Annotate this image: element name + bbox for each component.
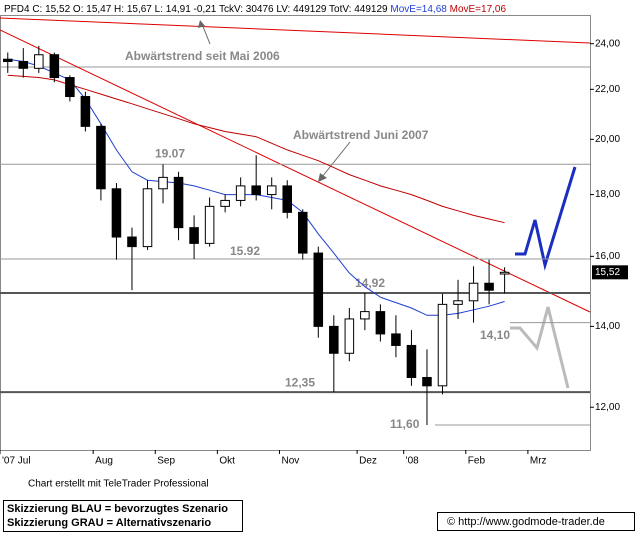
candle-body [65,77,75,98]
y-tick-label: 16,00 [595,251,620,262]
candle-body [34,54,44,69]
x-tick-label: Okt [219,456,235,467]
legend-entry: MovE=14,68 [390,4,447,15]
source-box [437,512,635,531]
candle-body [468,282,479,302]
scenario-gray [510,306,570,389]
price-tag-label: 15,52 [595,267,620,278]
level-label: 11,60 [390,417,420,431]
trend-label: Abwärtstrend seit Mai 2006 [125,49,280,63]
arrow-head [198,20,205,28]
candle-body [313,252,324,327]
header-text: PFD4 C: 15,52 O: 15,47 H: 15,67 L: 14,91… [4,4,388,15]
x-tick-label: Sep [157,456,175,467]
y-tick-label: 14,00 [595,321,620,332]
y-tick-label: 12,00 [595,402,620,413]
trend-line [0,29,591,313]
level-label: 19.07 [155,146,185,160]
scenario-blue [515,166,577,271]
note: Skizzierung GRAU = Alternativszenario [7,517,211,529]
level-label: 15.92 [230,244,260,258]
y-tick-label: 24,00 [595,38,620,49]
y-tick-label: 18,00 [595,189,620,200]
candle-body [251,185,261,196]
candle-body [111,188,122,238]
candle-body [329,325,339,354]
moving-average [7,74,505,224]
candle-body [266,185,277,196]
price-tag [592,265,628,280]
legend-entry: MovE=17,06 [450,4,507,15]
candle-body [391,333,401,346]
candle-body [2,58,13,62]
candle-body [96,125,106,190]
candle-body [422,376,432,387]
header: PFD4 C: 15,52 O: 15,47 H: 15,67 L: 14,91… [4,4,506,15]
level-label: 14,10 [480,328,510,342]
candle-body [484,282,494,291]
candle-body [49,54,60,79]
candle-body [297,211,308,254]
note: Skizzierung BLAU = bevorzugtes Szenario [7,503,228,515]
candle-body [189,227,199,244]
level-label: 14,92 [355,276,385,290]
candle-body [453,300,463,305]
candle-body [18,60,29,69]
candle-body [437,303,448,387]
plot-frame [0,15,591,451]
x-tick-label: Dez [359,456,377,467]
footer: Chart erstellt mit TeleTrader Profession… [28,479,209,490]
candle-body [173,176,184,229]
candle-body [406,344,417,378]
candle-body [499,271,510,275]
arrow [201,23,211,45]
x-tick-label: Mrz [530,456,547,467]
candle-body [220,199,230,207]
candle-body [204,205,215,244]
arrow [321,141,351,178]
x-tick-label: Feb [468,456,486,467]
candle-body [127,236,137,248]
level-label: 12,35 [285,375,315,389]
x-tick-label: '08 [406,456,419,467]
candle-body [158,176,168,190]
source: © http://www.godmode-trader.de [447,516,605,528]
candle-body [235,185,246,201]
candle-body [80,96,91,127]
y-tick-label: 20,00 [595,134,620,145]
arrow-head [318,173,327,182]
y-tick-label: 22,00 [595,84,620,95]
x-tick-label: Nov [281,456,299,467]
x-tick-label: '07 Jul [2,456,31,467]
candle-body [344,318,355,354]
candle-body [375,311,386,335]
x-tick-label: Aug [95,456,113,467]
candle-body [142,188,153,248]
candle-body [282,185,293,213]
trend-line [0,17,591,44]
note-box [3,500,243,532]
trend-label: Abwärtstrend Juni 2007 [293,128,429,142]
candle-body [360,311,370,320]
